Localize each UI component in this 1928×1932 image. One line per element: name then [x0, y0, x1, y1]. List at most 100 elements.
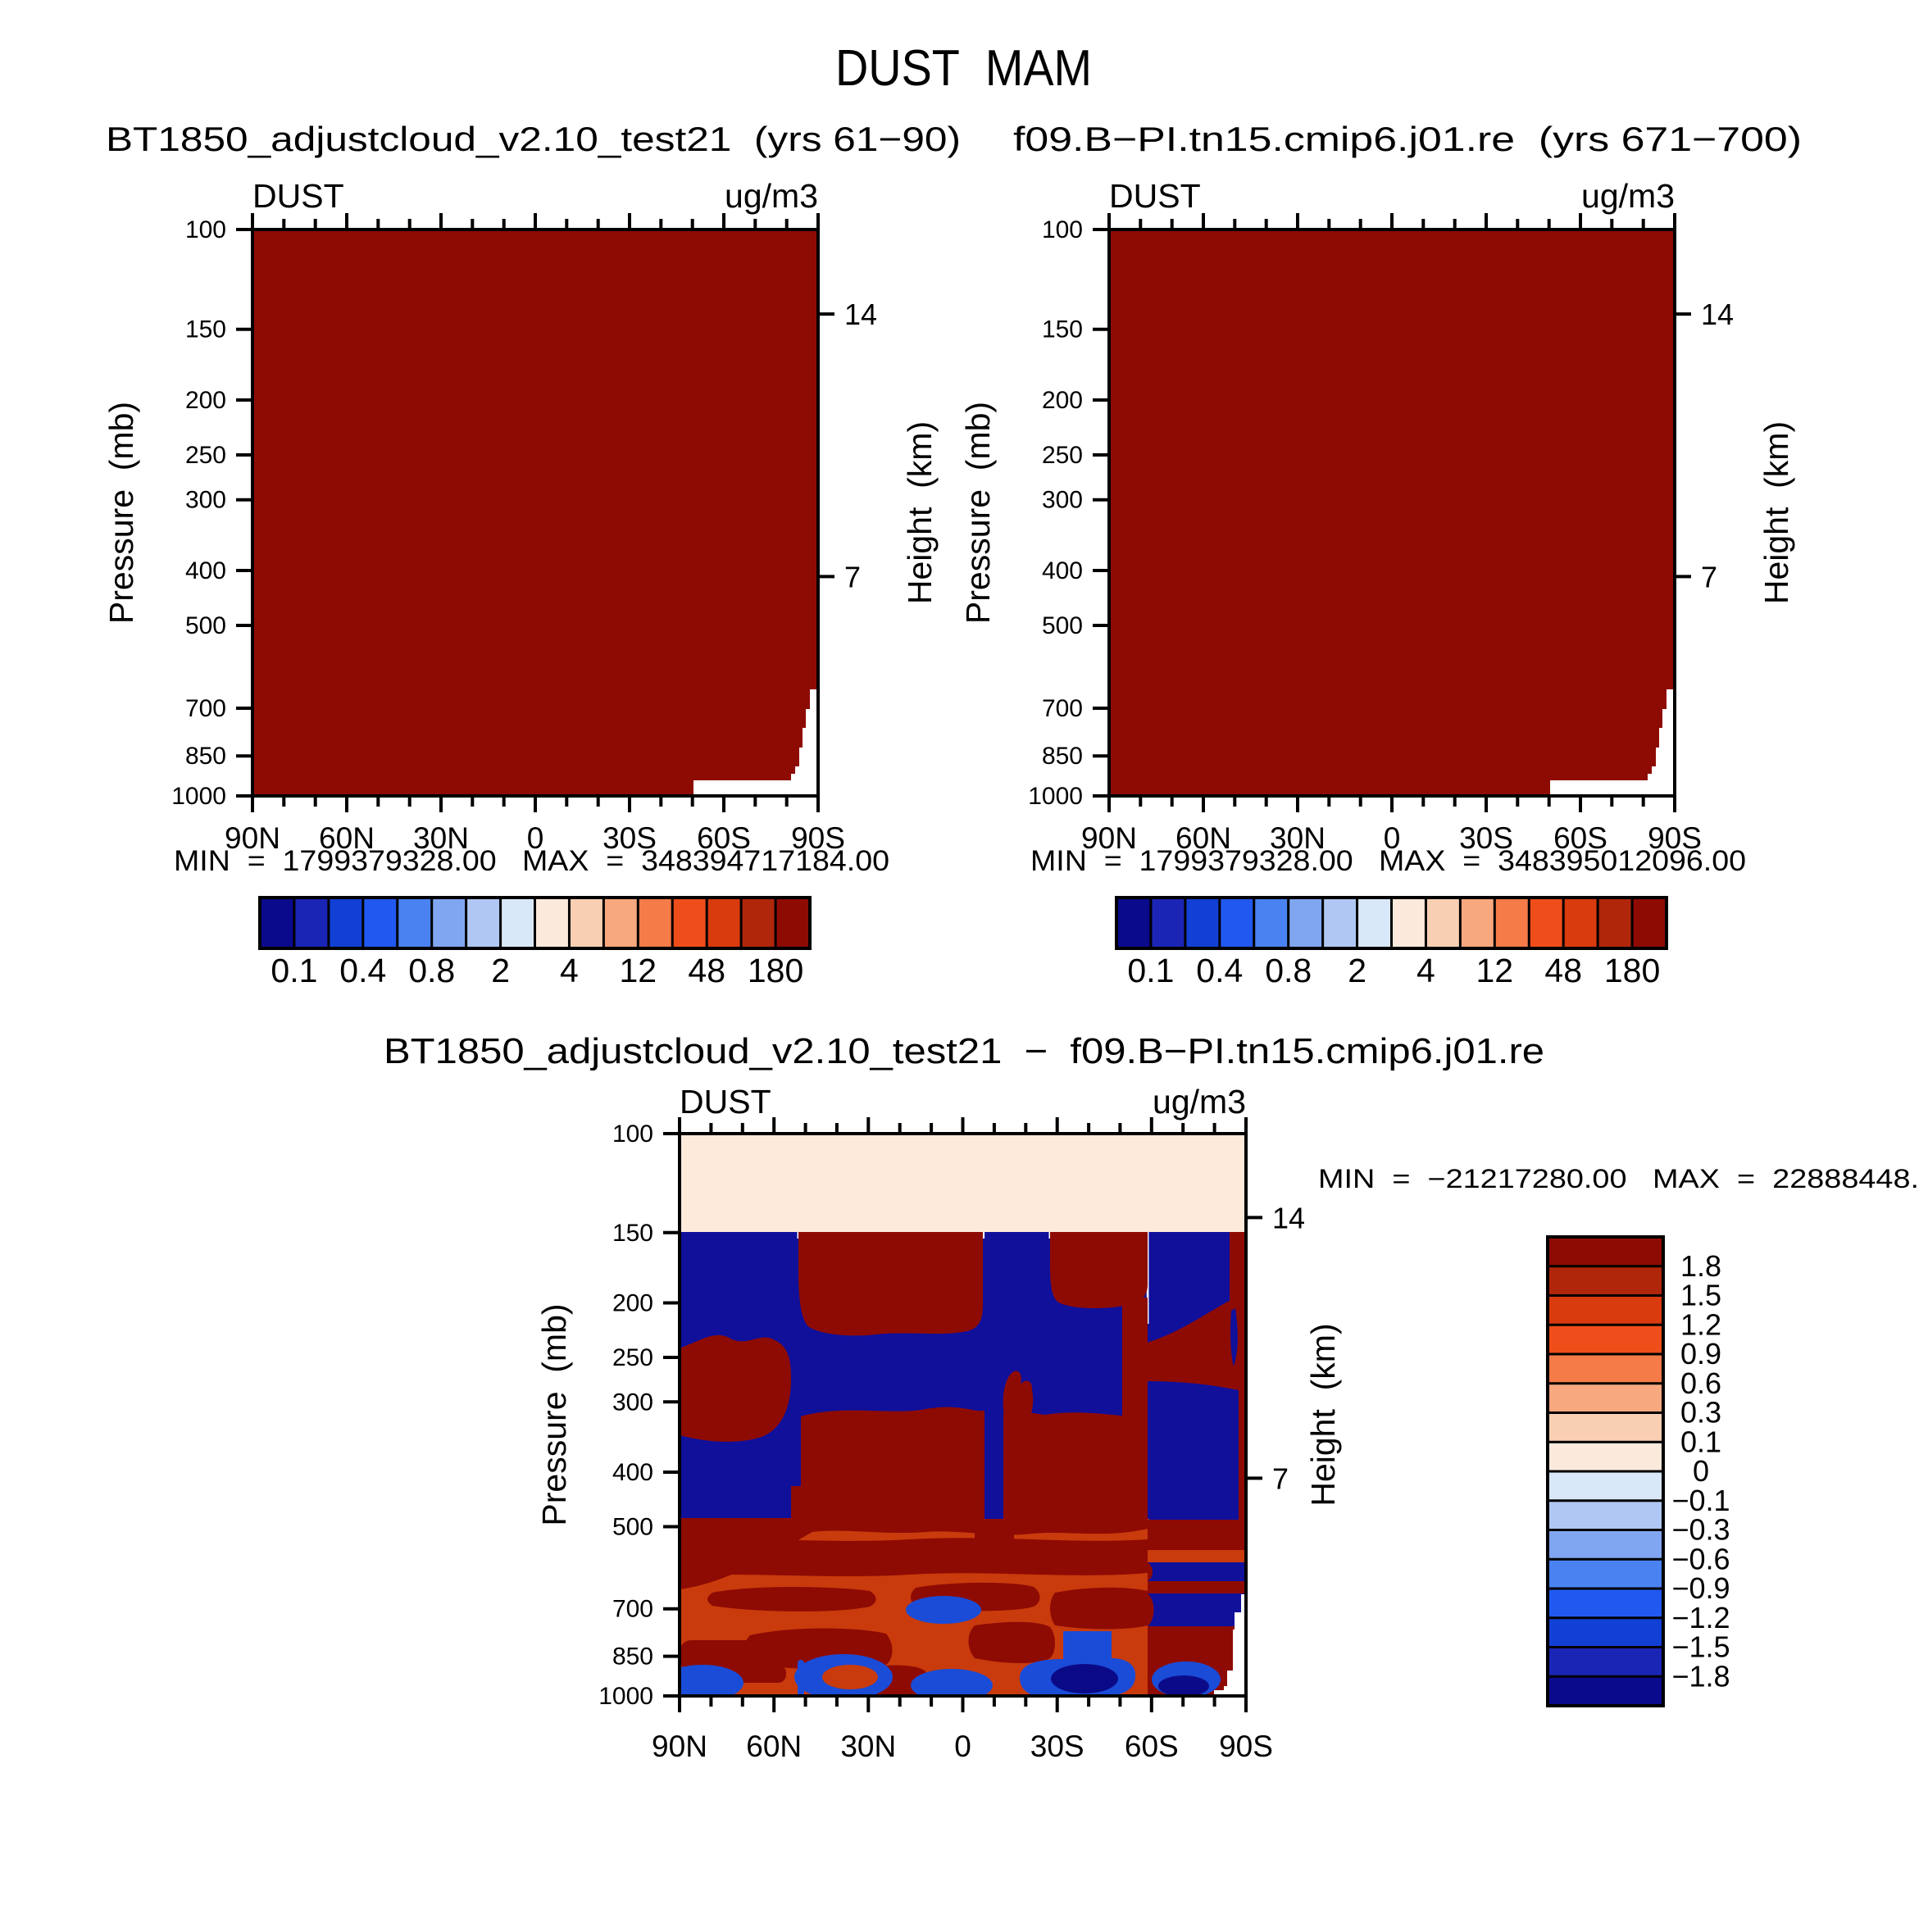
- svg-text:30N: 30N: [840, 1730, 896, 1763]
- svg-text:−1.2: −1.2: [1671, 1601, 1730, 1634]
- svg-text:−0.9: −0.9: [1671, 1571, 1730, 1605]
- svg-text:0.3: 0.3: [1680, 1396, 1721, 1430]
- svg-text:ug/m3: ug/m3: [1153, 1083, 1246, 1121]
- svg-text:250: 250: [185, 442, 226, 469]
- svg-text:100: 100: [185, 216, 226, 243]
- svg-text:0.8: 0.8: [1265, 952, 1312, 989]
- svg-text:250: 250: [612, 1344, 653, 1371]
- svg-text:700: 700: [185, 695, 226, 722]
- svg-text:MIN = 1799379328.00 MAX =: MIN = 1799379328.00 MAX = 348395012096.0…: [1030, 845, 1746, 877]
- svg-text:0: 0: [954, 1730, 971, 1763]
- svg-text:0: 0: [1693, 1454, 1709, 1488]
- svg-text:90N: 90N: [225, 821, 280, 855]
- svg-text:0.1: 0.1: [1127, 952, 1174, 989]
- svg-text:48: 48: [1544, 952, 1582, 989]
- svg-text:300: 300: [1042, 487, 1083, 514]
- svg-text:700: 700: [1042, 695, 1083, 722]
- svg-text:BT1850_adjustcloud_v2.10_test2: BT1850_adjustcloud_v2.10_test21 (yrs 61−…: [106, 120, 961, 158]
- svg-text:200: 200: [612, 1290, 653, 1317]
- svg-text:30N: 30N: [413, 821, 469, 855]
- svg-text:60N: 60N: [746, 1730, 802, 1763]
- svg-text:1.8: 1.8: [1680, 1249, 1721, 1283]
- svg-text:850: 850: [612, 1643, 653, 1671]
- svg-text:f09.B−PI.tn15.cmip6.j01.re (y: f09.B−PI.tn15.cmip6.j01.re (yrs 671−700): [1013, 120, 1802, 158]
- svg-text:90S: 90S: [1219, 1730, 1273, 1763]
- svg-text:0: 0: [527, 821, 544, 855]
- svg-text:60N: 60N: [319, 821, 375, 855]
- svg-text:700: 700: [612, 1596, 653, 1623]
- svg-text:1.2: 1.2: [1680, 1307, 1721, 1341]
- svg-text:0.1: 0.1: [271, 952, 317, 989]
- svg-text:DUST: DUST: [1109, 177, 1201, 215]
- svg-text:−1.5: −1.5: [1671, 1630, 1730, 1664]
- svg-text:100: 100: [612, 1121, 653, 1148]
- svg-text:0.4: 0.4: [339, 952, 386, 989]
- svg-text:−0.3: −0.3: [1671, 1513, 1730, 1547]
- svg-text:7: 7: [844, 560, 861, 593]
- svg-text:DUST: DUST: [680, 1083, 771, 1121]
- svg-text:MIN = 1799379328.00 MAX =: MIN = 1799379328.00 MAX = 348394717184.0…: [174, 845, 889, 877]
- svg-text:500: 500: [185, 612, 226, 639]
- svg-text:200: 200: [1042, 387, 1083, 414]
- svg-text:200: 200: [185, 387, 226, 414]
- svg-text:0.4: 0.4: [1196, 952, 1243, 989]
- svg-text:30S: 30S: [1030, 1730, 1084, 1763]
- svg-text:7: 7: [1701, 560, 1717, 593]
- svg-text:12: 12: [619, 952, 657, 989]
- svg-text:60S: 60S: [697, 821, 751, 855]
- svg-text:ug/m3: ug/m3: [725, 177, 818, 215]
- svg-text:14: 14: [1272, 1201, 1305, 1234]
- svg-text:14: 14: [844, 298, 877, 331]
- svg-text:250: 250: [1042, 442, 1083, 469]
- svg-text:Pressure (mb): Pressure (mb): [959, 402, 997, 624]
- svg-text:0: 0: [1384, 821, 1401, 855]
- svg-text:Height (km): Height (km): [1757, 421, 1795, 604]
- svg-text:30S: 30S: [1459, 821, 1513, 855]
- svg-text:ug/m3: ug/m3: [1581, 177, 1675, 215]
- svg-text:90S: 90S: [1648, 821, 1702, 855]
- svg-text:90S: 90S: [791, 821, 845, 855]
- svg-text:300: 300: [612, 1389, 653, 1416]
- svg-text:150: 150: [185, 316, 226, 343]
- svg-text:300: 300: [185, 487, 226, 514]
- svg-text:12: 12: [1476, 952, 1513, 989]
- svg-text:180: 180: [748, 952, 803, 989]
- svg-text:0.9: 0.9: [1680, 1337, 1721, 1371]
- svg-text:DUST MAM: DUST MAM: [835, 40, 1092, 97]
- svg-text:0.6: 0.6: [1680, 1366, 1721, 1400]
- svg-text:400: 400: [185, 557, 226, 584]
- svg-text:150: 150: [612, 1220, 653, 1247]
- svg-text:Pressure (mb): Pressure (mb): [535, 1303, 573, 1525]
- svg-text:30N: 30N: [1270, 821, 1326, 855]
- svg-text:0.8: 0.8: [408, 952, 455, 989]
- svg-text:30S: 30S: [602, 821, 657, 855]
- svg-text:500: 500: [1042, 612, 1083, 639]
- svg-text:MIN = −21217280.00 MAX =: MIN = −21217280.00 MAX = 22888448.: [1318, 1164, 1919, 1193]
- svg-text:150: 150: [1042, 316, 1083, 343]
- svg-text:Pressure (mb): Pressure (mb): [102, 402, 140, 624]
- svg-text:90N: 90N: [652, 1730, 707, 1763]
- svg-text:850: 850: [185, 743, 226, 770]
- svg-text:60S: 60S: [1553, 821, 1607, 855]
- svg-text:14: 14: [1701, 298, 1734, 331]
- svg-text:2: 2: [491, 952, 510, 989]
- svg-text:400: 400: [1042, 557, 1083, 584]
- svg-text:48: 48: [688, 952, 725, 989]
- svg-text:1000: 1000: [598, 1683, 653, 1710]
- svg-text:400: 400: [612, 1459, 653, 1486]
- svg-text:180: 180: [1604, 952, 1660, 989]
- svg-text:4: 4: [560, 952, 579, 989]
- svg-text:60N: 60N: [1175, 821, 1231, 855]
- svg-text:2: 2: [1348, 952, 1366, 989]
- svg-text:7: 7: [1272, 1462, 1289, 1495]
- svg-text:−0.1: −0.1: [1671, 1484, 1730, 1517]
- svg-text:DUST: DUST: [252, 177, 344, 215]
- svg-text:BT1850_adjustcloud_v2.10_test2: BT1850_adjustcloud_v2.10_test21 − f09.B−…: [384, 1031, 1544, 1071]
- svg-text:Height (km): Height (km): [1304, 1323, 1342, 1506]
- svg-text:100: 100: [1042, 216, 1083, 243]
- svg-text:1000: 1000: [1028, 783, 1083, 810]
- svg-text:Height (km): Height (km): [901, 421, 939, 604]
- svg-text:−1.8: −1.8: [1671, 1659, 1730, 1693]
- svg-text:4: 4: [1416, 952, 1435, 989]
- svg-text:850: 850: [1042, 743, 1083, 770]
